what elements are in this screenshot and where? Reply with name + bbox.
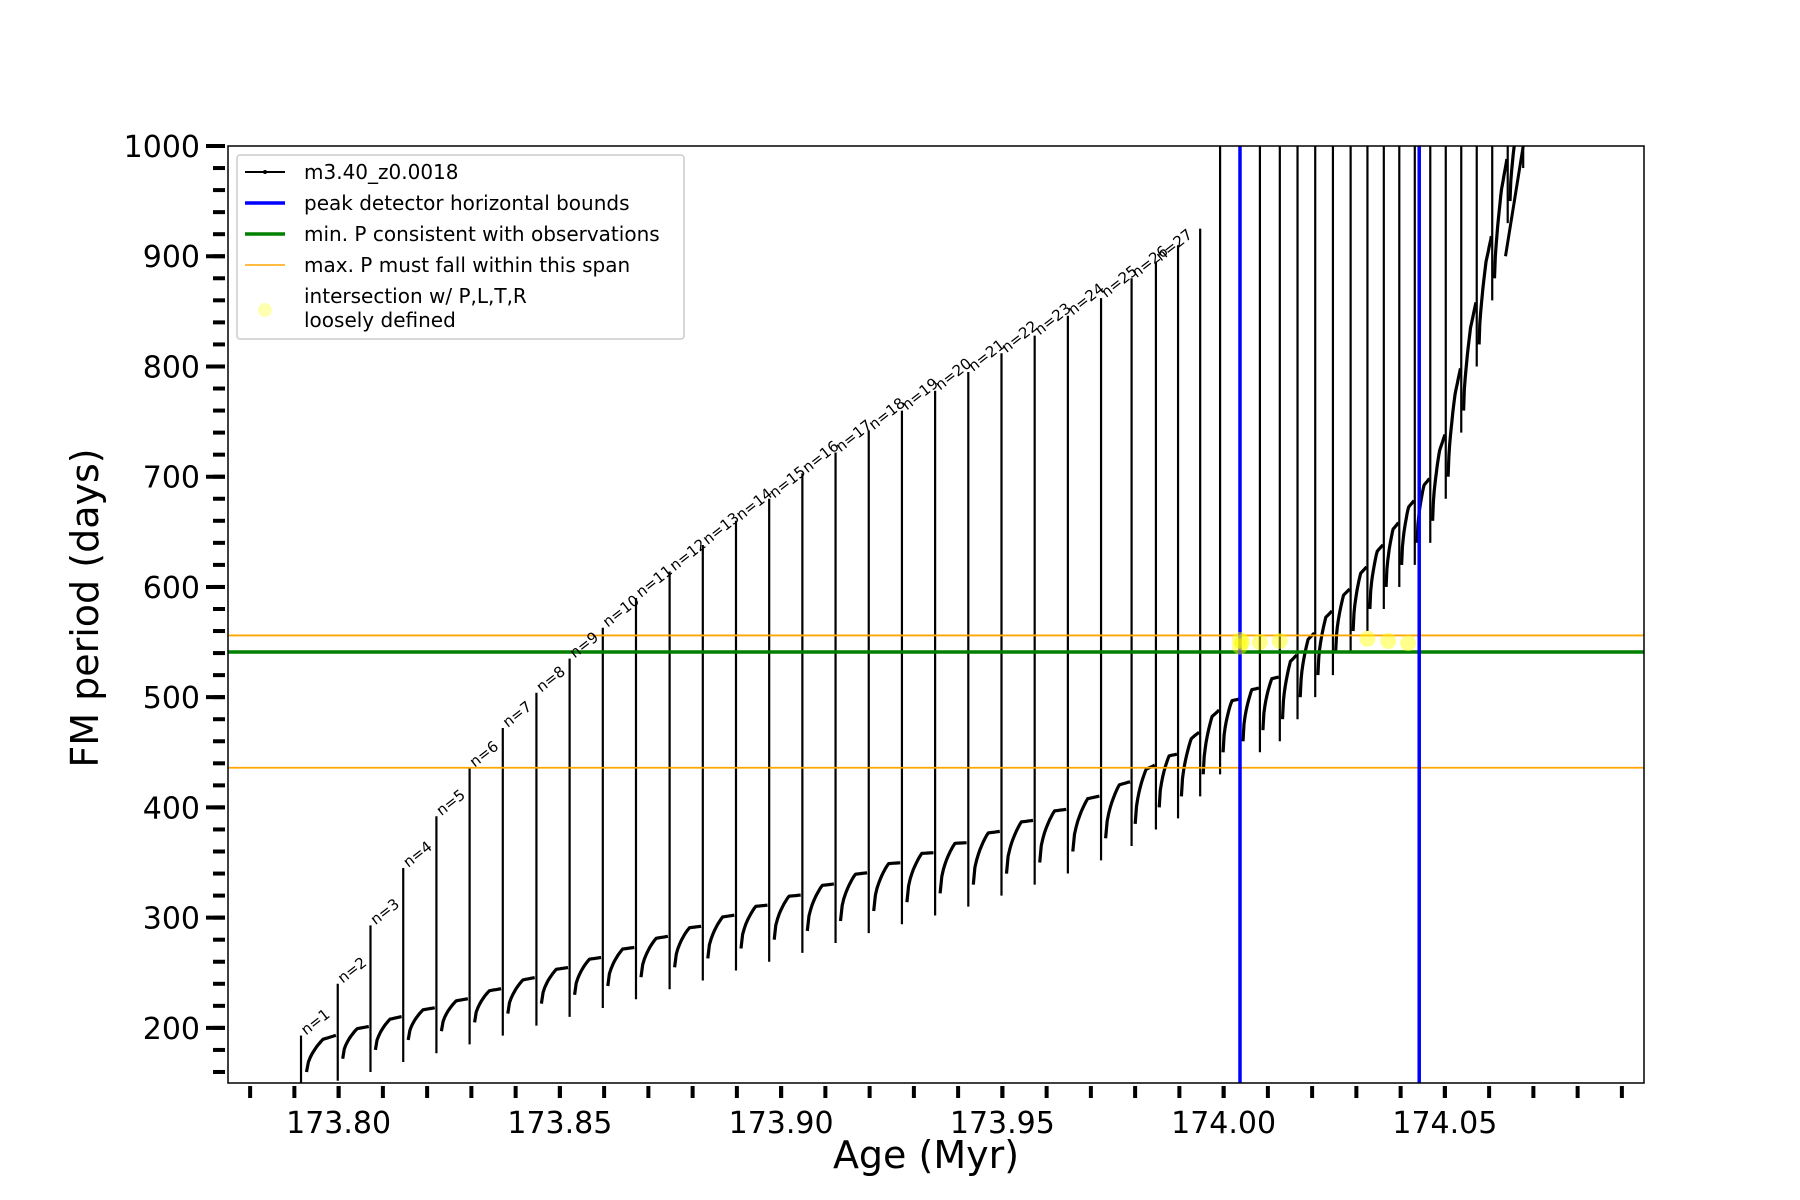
x-axis-tick-label: 173.80	[286, 1106, 391, 1141]
pulse-number-label: n=27	[1152, 225, 1196, 265]
plot-frame	[227, 145, 1645, 1084]
y-axis-tick-label: 600	[143, 571, 200, 606]
pulse-number-label: n=5	[433, 786, 469, 820]
y-axis: 200 300 400 500 600 700 800 900 1000	[124, 130, 225, 1074]
x-axis: 173.80 173.85 173.90 173.95 174.00 174.05	[248, 1086, 1624, 1141]
pulse-number-label: n=4	[400, 837, 436, 871]
legend-swatch-intersection	[258, 303, 272, 317]
legend-box	[236, 154, 685, 340]
legend: m3.40_z0.0018 peak detector horizontal b…	[236, 154, 685, 340]
model-track-tail	[1504, 146, 1525, 257]
x-axis-tick-label: 173.85	[507, 1106, 612, 1141]
y-axis-tick-label: 400	[143, 791, 200, 826]
y-axis-tick-label: 300	[143, 902, 200, 937]
y-axis-tick-label: 200	[143, 1012, 200, 1047]
legend-swatch-model-marker	[263, 170, 267, 174]
x-axis-tick-label: 174.00	[1171, 1106, 1276, 1141]
legend-label-vertical-bounds: peak detector horizontal bounds	[304, 191, 630, 215]
y-axis-title: FM period (days)	[63, 448, 107, 767]
y-axis-tick-label: 1000	[124, 130, 200, 165]
intersection-marker	[1380, 632, 1397, 649]
pulse-number-label: n=6	[466, 737, 502, 771]
intersection-marker	[1271, 632, 1288, 649]
intersection-marker	[1231, 638, 1248, 655]
intersection-marker	[1251, 634, 1268, 651]
x-axis-tick-label: 174.05	[1392, 1106, 1497, 1141]
intersection-marker	[1359, 630, 1376, 647]
legend-label-model: m3.40_z0.0018	[304, 160, 459, 184]
legend-label-min-period: min. P consistent with observations	[304, 222, 660, 246]
x-axis-title: Age (Myr)	[833, 1133, 1019, 1177]
pulse-number-label: n=7	[499, 697, 535, 731]
model-track-path	[304, 146, 1516, 1073]
intersection-marker	[1231, 631, 1248, 648]
x-axis-tick-label: 173.90	[729, 1106, 834, 1141]
y-axis-tick-label: 500	[143, 681, 200, 716]
y-axis-tick-label: 800	[143, 350, 200, 385]
plot-content	[228, 146, 1644, 1083]
y-axis-tick-label: 700	[143, 461, 200, 496]
pulse-number-label: n=8	[533, 662, 569, 696]
pulse-number-label: n=2	[334, 953, 370, 987]
legend-label-intersection-line1: intersection w/ P,L,T,R	[304, 284, 527, 308]
pulse-number-label: n=9	[566, 628, 602, 662]
pulse-number-label: n=1	[297, 1005, 333, 1039]
y-axis-tick-label: 900	[143, 240, 200, 275]
legend-label-intersection: intersection w/ P,L,T,R loosely defined	[304, 284, 533, 332]
legend-label-intersection-line2: loosely defined	[304, 308, 456, 332]
intersection-marker	[1400, 635, 1417, 652]
legend-label-max-period-span: max. P must fall within this span	[304, 253, 630, 277]
x-axis-tick-label: 173.95	[950, 1106, 1055, 1141]
pulse-number-label: n=3	[367, 895, 403, 929]
intersection-marker	[1234, 634, 1251, 651]
